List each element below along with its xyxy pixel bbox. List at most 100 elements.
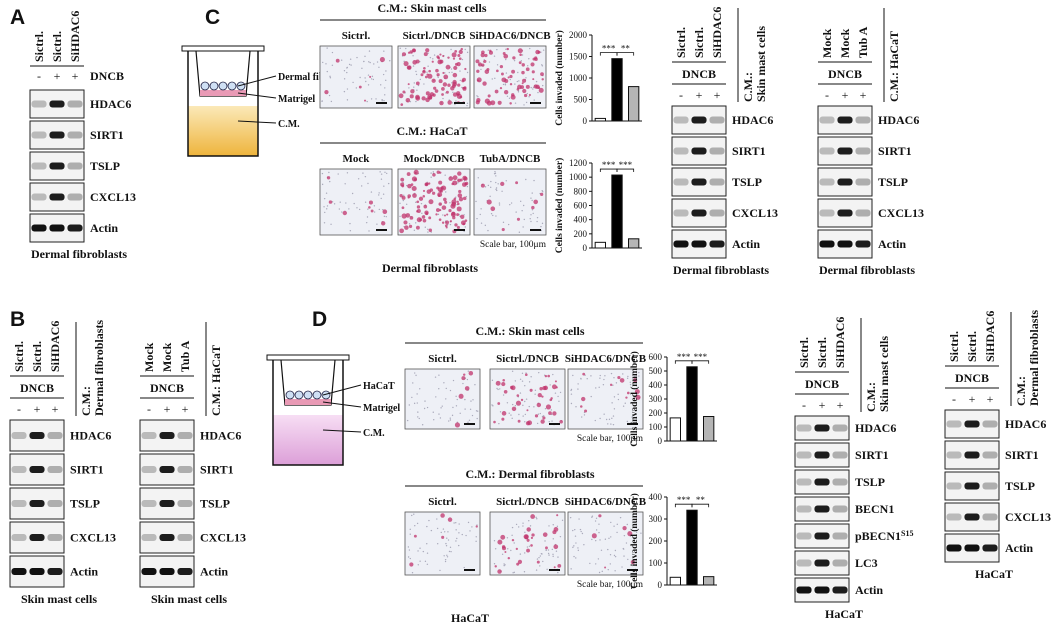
y-tick-label: 400 xyxy=(649,380,663,390)
speck xyxy=(545,549,547,551)
side-label: Skin mast cells xyxy=(877,336,891,412)
invaded-cell xyxy=(528,93,531,97)
speck xyxy=(523,104,525,106)
speck xyxy=(627,375,629,378)
invaded-cell xyxy=(432,173,436,177)
invaded-cell xyxy=(598,514,602,518)
invaded-cell xyxy=(364,99,367,102)
invaded-cell xyxy=(475,59,480,64)
significance-bracket xyxy=(691,503,710,508)
speck xyxy=(471,526,473,528)
speck xyxy=(632,544,634,546)
invaded-cell xyxy=(442,82,448,87)
speck xyxy=(475,200,477,203)
diagram-label: HaCaT xyxy=(363,381,395,392)
speck xyxy=(452,91,454,94)
band xyxy=(819,209,835,217)
speck xyxy=(635,531,638,534)
speck xyxy=(506,537,509,539)
invaded-cell xyxy=(445,64,451,70)
cell xyxy=(209,81,219,91)
speck xyxy=(509,203,511,206)
speck xyxy=(421,424,424,426)
invaded-cell xyxy=(423,52,428,57)
cell xyxy=(227,81,237,91)
speck xyxy=(521,210,523,212)
speck xyxy=(345,202,347,204)
speck xyxy=(591,538,593,541)
speck xyxy=(405,47,407,50)
speck xyxy=(605,418,608,421)
speck xyxy=(525,372,527,374)
speck xyxy=(614,570,616,572)
speck xyxy=(522,404,524,407)
speck xyxy=(325,208,328,210)
speck xyxy=(541,65,544,67)
speck xyxy=(357,178,360,180)
speck xyxy=(531,192,533,194)
band xyxy=(67,131,83,139)
speck xyxy=(613,525,615,527)
speck xyxy=(464,398,466,401)
speck xyxy=(467,521,470,524)
sign: - xyxy=(147,402,151,416)
speck xyxy=(487,184,490,187)
speck xyxy=(495,188,497,191)
speck xyxy=(405,184,408,187)
speck xyxy=(350,64,352,66)
invaded-cell xyxy=(468,370,474,376)
speck xyxy=(612,415,615,417)
bar xyxy=(669,576,682,586)
speck xyxy=(323,222,326,224)
speck xyxy=(512,572,514,574)
protein-label: SIRT1 xyxy=(878,144,912,158)
protein-label: HDAC6 xyxy=(70,429,111,443)
speck xyxy=(346,99,349,101)
protein-label: Actin xyxy=(732,237,760,251)
band xyxy=(29,466,45,473)
invaded-cell xyxy=(525,67,530,72)
invaded-cell xyxy=(515,181,519,185)
invaded-cell xyxy=(609,383,613,387)
band xyxy=(709,116,725,124)
invaded-cell xyxy=(540,192,544,196)
protein-label: SIRT1 xyxy=(1005,448,1039,462)
speck xyxy=(340,59,343,61)
speck xyxy=(491,78,493,80)
speck xyxy=(526,65,529,67)
speck xyxy=(552,373,554,376)
speck xyxy=(549,384,551,386)
speck xyxy=(463,230,465,233)
blot-box xyxy=(794,496,850,522)
invaded-cell xyxy=(503,53,509,59)
band xyxy=(855,209,871,217)
speck xyxy=(402,199,405,202)
speck xyxy=(577,388,579,390)
blot-caption: Skin mast cells xyxy=(21,592,97,606)
speck xyxy=(583,414,586,416)
invaded-cell xyxy=(454,422,461,428)
speck xyxy=(446,537,448,539)
y-tick-label: 0 xyxy=(583,243,588,253)
speck xyxy=(607,568,609,571)
speck xyxy=(533,99,535,101)
sign: + xyxy=(34,402,41,416)
speck xyxy=(623,534,626,537)
protein-label: CXCL13 xyxy=(732,206,778,220)
speck xyxy=(405,203,408,205)
band xyxy=(31,162,47,170)
blot-caption: Dermal fibroblasts xyxy=(819,263,915,277)
invaded-cell xyxy=(428,69,431,73)
speck xyxy=(540,225,542,228)
speck xyxy=(438,413,440,415)
invaded-cell xyxy=(418,196,424,201)
speck xyxy=(373,63,375,65)
speck xyxy=(447,531,449,533)
sign: + xyxy=(819,398,826,412)
protein-label: LC3 xyxy=(855,556,878,570)
lane-label: Tub A xyxy=(178,340,192,372)
band xyxy=(796,451,812,459)
invaded-cell xyxy=(456,206,462,212)
speck xyxy=(594,520,597,522)
speck xyxy=(338,208,341,210)
